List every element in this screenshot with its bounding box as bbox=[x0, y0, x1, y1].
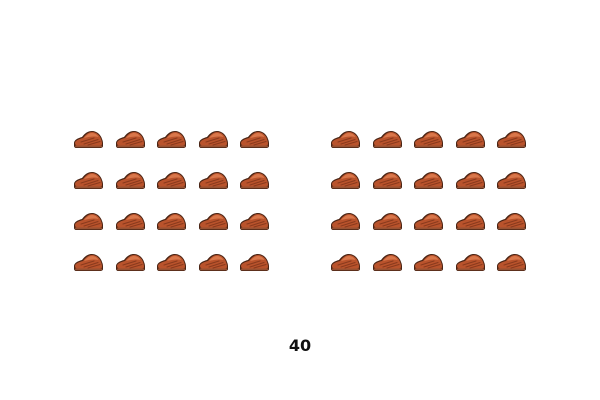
steak-icon bbox=[114, 128, 147, 150]
steak-icon bbox=[454, 251, 487, 273]
steak-icon bbox=[238, 251, 271, 273]
steak-icon bbox=[114, 169, 147, 191]
steak-icon bbox=[371, 169, 404, 191]
steak-icon bbox=[197, 251, 230, 273]
steak-icon bbox=[454, 128, 487, 150]
steak-icon bbox=[412, 169, 445, 191]
steak-icon bbox=[454, 169, 487, 191]
total-count-label: 40 bbox=[288, 336, 312, 355]
steak-icon bbox=[412, 128, 445, 150]
steak-icon bbox=[495, 210, 528, 232]
steak-icon bbox=[155, 169, 188, 191]
steak-icon bbox=[371, 251, 404, 273]
steak-icon bbox=[155, 128, 188, 150]
steak-icon bbox=[329, 169, 362, 191]
steak-icon bbox=[197, 169, 230, 191]
steak-icon bbox=[197, 210, 230, 232]
steak-icon bbox=[412, 210, 445, 232]
steak-icon bbox=[114, 251, 147, 273]
left-steak-grid bbox=[72, 128, 272, 273]
steak-icon bbox=[329, 210, 362, 232]
steak-icon bbox=[495, 128, 528, 150]
steak-icon bbox=[454, 210, 487, 232]
steak-icon bbox=[329, 128, 362, 150]
right-steak-group bbox=[329, 128, 529, 273]
steak-icon bbox=[72, 169, 105, 191]
left-steak-group bbox=[72, 128, 272, 273]
steak-icon bbox=[238, 169, 271, 191]
steak-icon bbox=[72, 128, 105, 150]
steak-icon bbox=[72, 210, 105, 232]
steak-icon bbox=[197, 128, 230, 150]
steak-icon bbox=[114, 210, 147, 232]
steak-icon bbox=[371, 210, 404, 232]
steak-icon bbox=[371, 128, 404, 150]
steak-icon bbox=[72, 251, 105, 273]
steak-icon bbox=[329, 251, 362, 273]
steak-icon bbox=[155, 210, 188, 232]
right-steak-grid bbox=[329, 128, 529, 273]
steak-icon bbox=[495, 169, 528, 191]
steak-icon bbox=[238, 128, 271, 150]
steak-icon bbox=[495, 251, 528, 273]
steak-icon bbox=[238, 210, 271, 232]
steak-icon bbox=[155, 251, 188, 273]
steak-icon bbox=[412, 251, 445, 273]
